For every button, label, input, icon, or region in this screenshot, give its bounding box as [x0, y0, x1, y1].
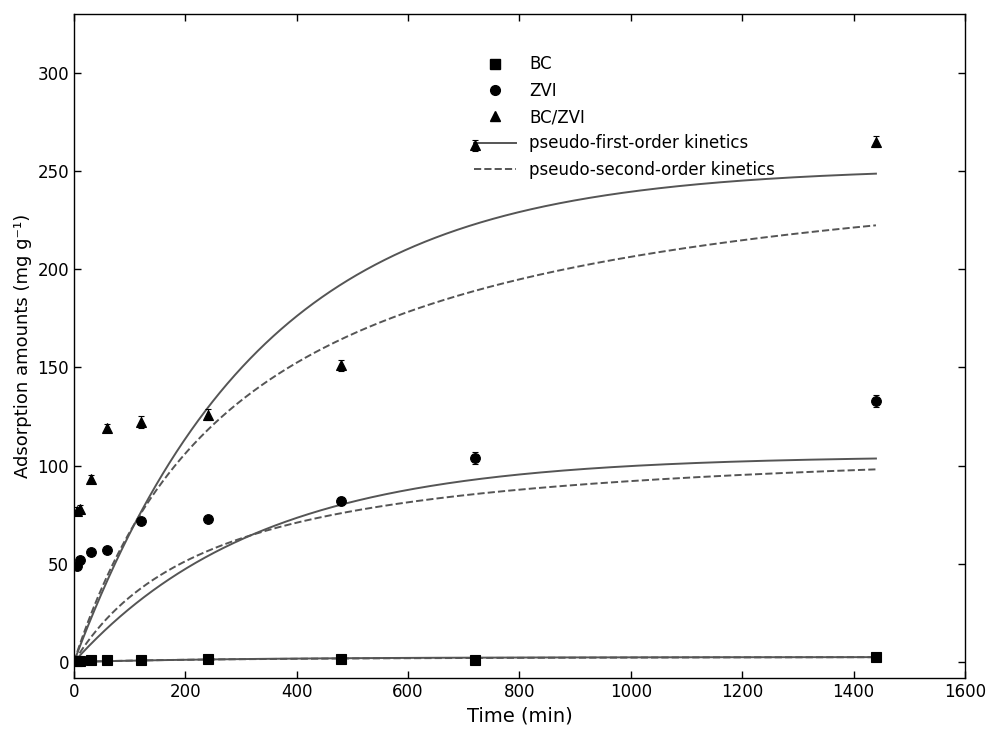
X-axis label: Time (min): Time (min)	[467, 706, 572, 725]
Legend: BC, ZVI, BC/ZVI, pseudo-first-order kinetics, pseudo-second-order kinetics: BC, ZVI, BC/ZVI, pseudo-first-order kine…	[474, 55, 775, 179]
Y-axis label: Adsorption amounts (mg g⁻¹): Adsorption amounts (mg g⁻¹)	[14, 214, 32, 478]
